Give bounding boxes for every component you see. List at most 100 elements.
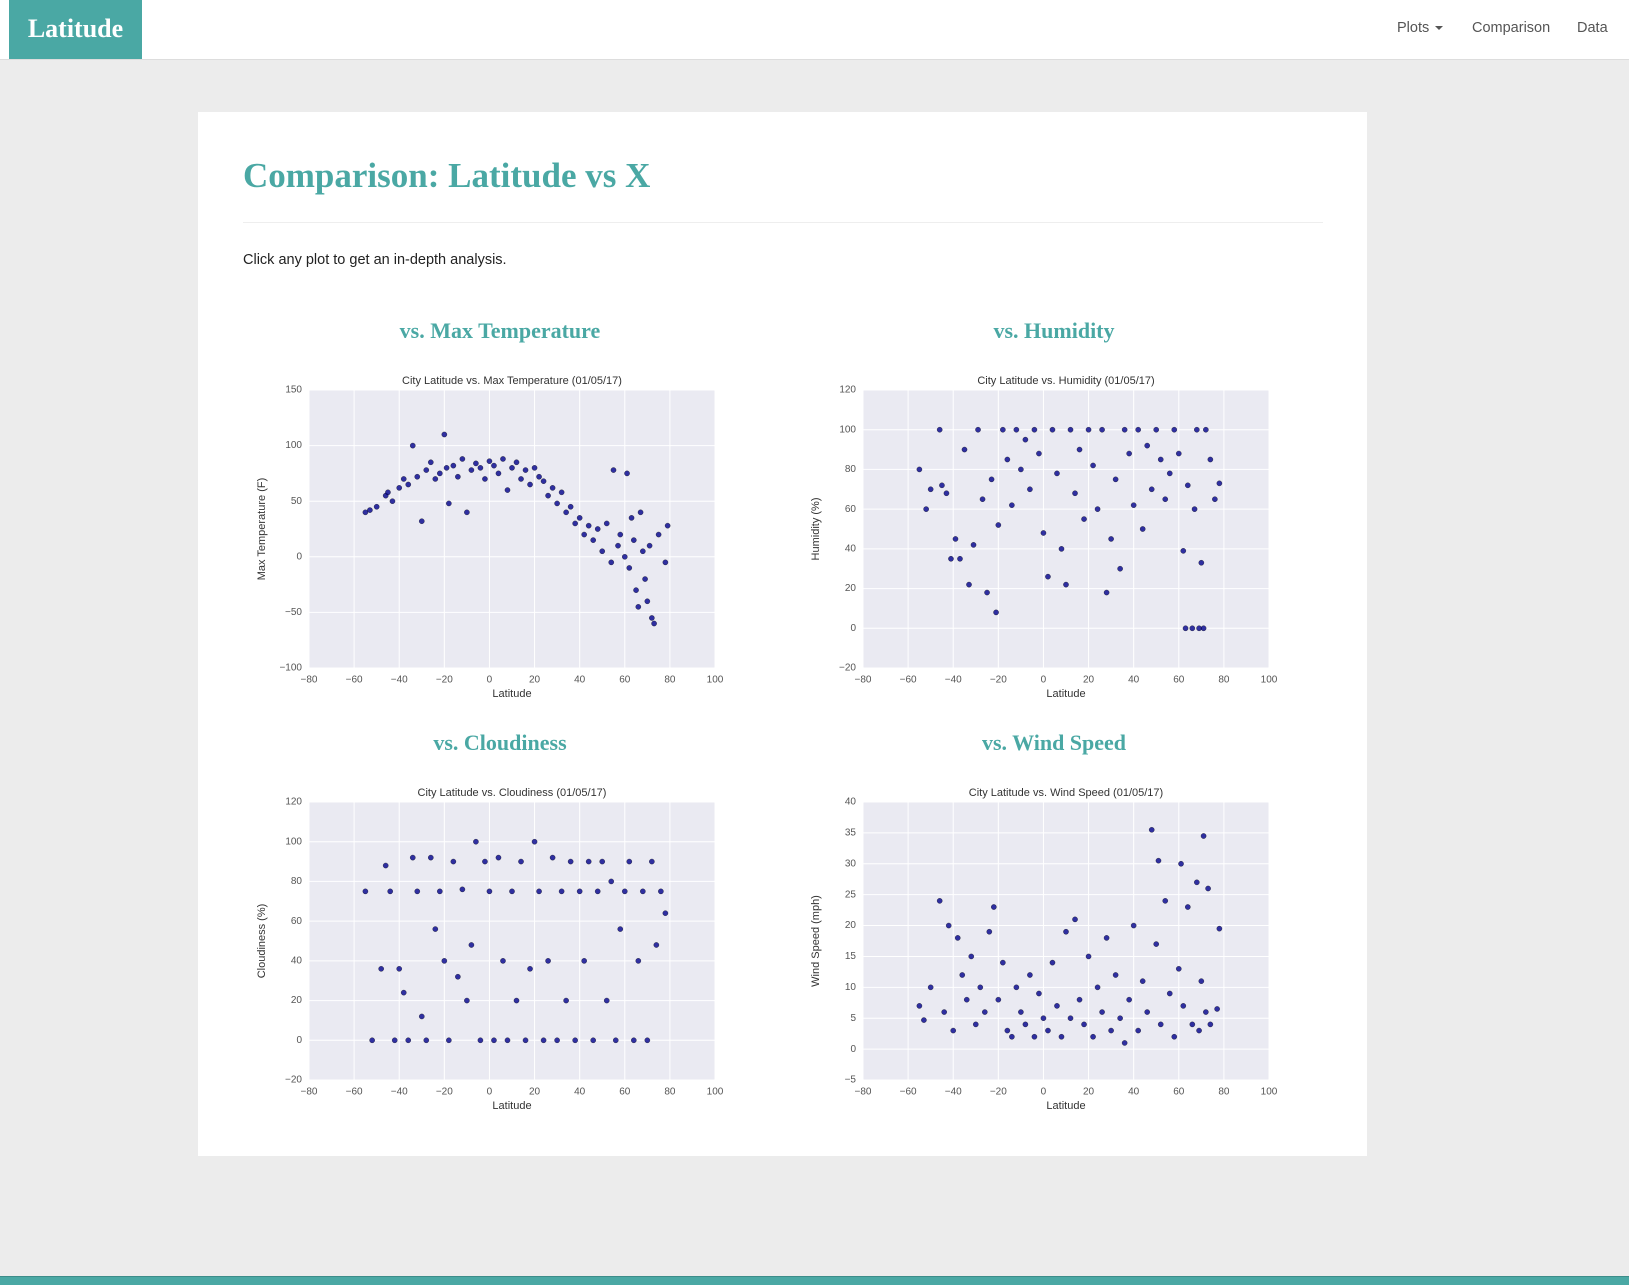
data-point (518, 476, 524, 482)
data-point (1212, 496, 1218, 502)
y-tick-label: 0 (296, 1035, 302, 1046)
data-point (1171, 426, 1178, 433)
data-point (1155, 857, 1162, 864)
data-point (603, 997, 610, 1004)
data-point (1036, 450, 1042, 457)
chart-title: City Latitude vs. Humidity (01/05/17) (977, 375, 1154, 387)
data-point (437, 470, 443, 477)
data-point (1036, 990, 1042, 997)
data-point (1194, 879, 1200, 886)
data-point (1013, 984, 1020, 991)
y-tick-label: −20 (285, 1075, 302, 1086)
data-point (617, 926, 624, 932)
data-point (1027, 486, 1033, 493)
y-axis-label: Max Temperature (F) (256, 478, 268, 581)
data-point (1162, 898, 1168, 904)
data-point (1180, 1003, 1187, 1009)
data-point (916, 466, 923, 473)
data-point (540, 1037, 547, 1044)
y-tick-label: 80 (291, 876, 303, 887)
data-point (1049, 426, 1056, 433)
data-point (1009, 502, 1015, 508)
x-tick-label: 60 (1173, 1087, 1185, 1098)
x-tick-label: 20 (529, 1087, 541, 1098)
scatter-plot[interactable]: −80 −60 −40 −20 0 20 40 60 80 100 −5 0 5 10 15 20 25 30 35… (804, 782, 1304, 1112)
nav-plots[interactable]: Plots (1397, 20, 1444, 36)
data-point (1121, 426, 1128, 433)
data-point (1000, 959, 1006, 966)
data-point (1200, 625, 1207, 632)
data-point (590, 537, 596, 543)
data-point (554, 1037, 560, 1044)
data-point (626, 858, 633, 865)
data-point (482, 858, 488, 865)
x-tick-label: −40 (945, 1087, 962, 1098)
data-point (428, 854, 434, 861)
y-tick-label: −100 (279, 663, 302, 674)
data-point (1216, 480, 1223, 487)
page-title: Comparison: Latitude vs X (243, 156, 651, 195)
data-point (558, 489, 565, 496)
data-point (1205, 885, 1211, 892)
caret (1435, 26, 1444, 31)
brand[interactable]: Latitude (9, 0, 142, 59)
y-tick-label: 100 (285, 836, 302, 847)
data-point (1117, 565, 1123, 572)
data-point (1180, 548, 1187, 554)
data-point (482, 476, 488, 482)
data-point (410, 854, 416, 861)
data-point (964, 996, 970, 1003)
data-point (1022, 1021, 1029, 1028)
data-point (450, 858, 457, 865)
footer-bar (0, 1276, 1629, 1285)
data-point (993, 609, 999, 616)
data-point (491, 462, 497, 469)
y-tick-label: −20 (839, 663, 856, 674)
x-tick-label: 40 (574, 675, 586, 686)
plot-area (309, 390, 715, 668)
data-point (1027, 972, 1033, 978)
x-axis-label: Latitude (1046, 1100, 1085, 1112)
data-point (916, 1003, 923, 1009)
data-point (1167, 990, 1173, 997)
data-point (1178, 861, 1184, 867)
data-point (1216, 925, 1223, 932)
y-tick-label: 20 (845, 920, 857, 931)
x-tick-label: −40 (391, 1087, 408, 1098)
nav-data[interactable]: Data (1577, 20, 1608, 36)
data-point (950, 1027, 956, 1034)
data-point (513, 997, 520, 1004)
x-tick-label: 100 (1261, 675, 1278, 686)
x-tick-label: 0 (487, 1087, 493, 1098)
scatter-plot[interactable]: −80 −60 −40 −20 0 20 40 60 80 100 −20 0 20 40 60 80 100 1… (804, 370, 1304, 700)
data-point (968, 953, 975, 960)
data-point (941, 1009, 947, 1015)
data-point (1214, 1006, 1220, 1012)
data-point (373, 504, 380, 510)
data-point (649, 615, 655, 621)
y-tick-label: 100 (839, 424, 856, 435)
data-point (1157, 1021, 1164, 1028)
data-point (986, 928, 993, 935)
x-tick-label: 40 (1128, 675, 1140, 686)
data-point (536, 888, 542, 895)
x-axis-label: Latitude (492, 688, 531, 700)
data-point (1130, 502, 1137, 508)
x-tick-label: −20 (990, 675, 1007, 686)
data-point (464, 997, 470, 1004)
scatter-plot[interactable]: −80 −60 −40 −20 0 20 40 60 80 100 −20 0 20 40 60 80 100 1… (250, 782, 750, 1112)
y-tick-label: 60 (291, 916, 303, 927)
data-point (1198, 560, 1205, 566)
nav-comparison[interactable]: Comparison (1472, 20, 1551, 36)
data-point (362, 509, 369, 516)
data-point (1135, 1027, 1141, 1034)
data-point (455, 973, 461, 980)
y-tick-label: 120 (285, 797, 302, 808)
x-tick-label: 80 (1218, 1087, 1230, 1098)
data-point (952, 536, 959, 542)
x-tick-label: 80 (664, 675, 676, 686)
scatter-plot[interactable]: −80 −60 −40 −20 0 20 40 60 80 100 −100 −50 0 50 100 150… (250, 370, 750, 700)
data-point (522, 1037, 529, 1044)
x-tick-label: 40 (574, 1087, 586, 1098)
data-point (991, 904, 997, 910)
